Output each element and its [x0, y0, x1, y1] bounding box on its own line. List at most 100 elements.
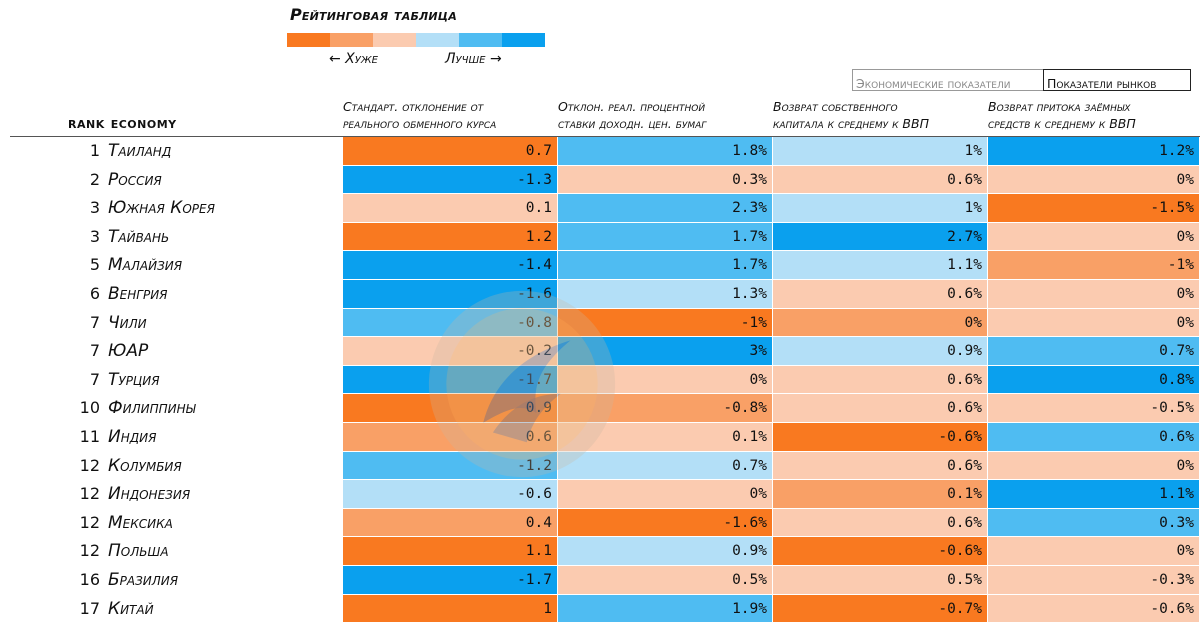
column-header-line2: капитала к среднему к ВВП	[773, 116, 929, 131]
value-cell: 1.3%	[558, 279, 773, 309]
rank-cell: 7	[89, 312, 100, 332]
country-cell: Чили	[108, 312, 147, 333]
table-row: 11 Индия 0.6 0.1% -0.6% 0.6%	[0, 422, 1200, 452]
table-row: 7 Турция -1.7 0% 0.6% 0.8%	[0, 365, 1200, 395]
country-cell: Бразилия	[108, 569, 179, 590]
column-header-fx-deviation[interactable]: Стандарт. отклонение от реального обменн…	[343, 98, 558, 134]
value-cell: -0.6%	[773, 422, 988, 452]
column-header-line2: средств к среднему к ВВП	[988, 116, 1136, 131]
value-cell: -0.7%	[773, 594, 988, 624]
table-row: 17 Китай 1 1.9% -0.7% -0.6%	[0, 594, 1200, 624]
table-row: 7 Чили -0.8 -1% 0% 0%	[0, 308, 1200, 338]
column-header-line1: Возврат притока заёмных	[988, 99, 1131, 114]
value-cell: 0.1%	[558, 422, 773, 452]
table-row: 5 Малайзия -1.4 1.7% 1.1% -1%	[0, 251, 1200, 280]
value-cell: 0.6%	[988, 422, 1200, 452]
tab-market-indicators[interactable]: Показатели рынков	[1043, 69, 1191, 91]
value-cell: -0.6%	[773, 537, 988, 566]
country-cell: Турция	[108, 369, 160, 390]
legend-swatch-bad	[330, 33, 373, 47]
value-cell: 0.9%	[558, 537, 773, 566]
legend-swatch-worst	[287, 33, 330, 47]
rank-cell: 16	[79, 569, 100, 589]
value-cell: 0.3%	[988, 508, 1200, 538]
value-cell: 0%	[558, 480, 773, 509]
value-cell: -1.3	[343, 165, 558, 195]
legend-labels: ← Хуже Лучше →	[287, 51, 545, 69]
value-cell: 0.6%	[773, 165, 988, 195]
value-cell: -1.4	[343, 251, 558, 280]
value-cell: -1%	[558, 308, 773, 338]
value-cell: 0%	[988, 165, 1200, 195]
value-cell: 0%	[773, 308, 988, 338]
value-cell: 0.6%	[773, 365, 988, 395]
table-row: 12 Польша 1.1 0.9% -0.6% 0%	[0, 537, 1200, 566]
value-cell: -1.2	[343, 451, 558, 481]
value-cell: 1.7%	[558, 251, 773, 280]
header-divider	[10, 136, 1200, 137]
value-cell: -0.8%	[558, 394, 773, 423]
value-cell: 0.1	[343, 194, 558, 223]
country-cell: Тайвань	[108, 226, 170, 247]
value-cell: -1.7	[343, 565, 558, 595]
rank-cell: 7	[89, 369, 100, 389]
value-cell: -0.3%	[988, 565, 1200, 595]
column-header-line1: Отклон. реал. процентной	[558, 99, 706, 114]
country-cell: Индонезия	[108, 484, 191, 505]
value-cell: -0.6	[343, 480, 558, 509]
legend-swatch-slightly-good	[416, 33, 459, 47]
table-row: 12 Колумбия -1.2 0.7% 0.6% 0%	[0, 451, 1200, 481]
value-cell: 0.6%	[773, 508, 988, 538]
table-row: 3 Южная Корея 0.1 2.3% 1% -1.5%	[0, 194, 1200, 223]
value-cell: 0.8%	[988, 365, 1200, 395]
legend-swatch-good	[459, 33, 502, 47]
ranking-table-body: 1 Таиланд 0.7 1.8% 1% 1.2% 2 Россия -1.3 0.3% 0.6%…	[0, 137, 1200, 624]
table-row: 2 Россия -1.3 0.3% 0.6% 0%	[0, 165, 1200, 195]
value-cell: 0.5%	[558, 565, 773, 595]
value-cell: 1.9%	[558, 594, 773, 624]
value-cell: -1%	[988, 251, 1200, 280]
value-cell: 0%	[988, 308, 1200, 338]
legend-worse-label: ← Хуже	[329, 51, 378, 67]
rank-cell: 3	[89, 226, 100, 246]
column-header-debt-inflow-return[interactable]: Возврат притока заёмных средств к средне…	[988, 98, 1200, 134]
column-header-equity-return[interactable]: Возврат собственного капитала к среднему…	[773, 98, 988, 134]
value-cell: 1.1	[343, 537, 558, 566]
tab-bar: Экономические показатели Показатели рынк…	[852, 69, 1191, 94]
value-cell: -0.5%	[988, 394, 1200, 423]
rank-cell: 10	[79, 398, 100, 418]
country-cell: Таиланд	[108, 141, 172, 161]
value-cell: 0.6%	[773, 394, 988, 423]
rank-cell: 2	[89, 169, 100, 189]
value-cell: 2.7%	[773, 222, 988, 252]
economy-header: ECONOMY	[110, 118, 177, 131]
rank-cell: 6	[89, 283, 100, 303]
column-header-real-rate-deviation[interactable]: Отклон. реал. процентной ставки доходн. …	[558, 98, 773, 134]
country-cell: Венгрия	[108, 283, 168, 304]
value-cell: 0%	[988, 451, 1200, 481]
rank-cell: 12	[79, 484, 100, 504]
value-cell: 1	[343, 594, 558, 624]
value-cell: 0.6	[343, 422, 558, 452]
value-cell: 1.2%	[988, 137, 1200, 166]
column-header-line2: реального обменного курса	[343, 116, 497, 131]
value-cell: -1.7	[343, 365, 558, 395]
value-cell: -1.6%	[558, 508, 773, 538]
rank-economy-header: RANK ECONOMY	[68, 118, 177, 131]
value-cell: 0.9%	[773, 337, 988, 366]
chart-title: Рейтинговая таблица	[290, 5, 457, 24]
value-cell: -0.2	[343, 337, 558, 366]
column-header-line1: Стандарт. отклонение от	[343, 99, 484, 114]
table-row: 12 Мексика 0.4 -1.6% 0.6% 0.3%	[0, 508, 1200, 538]
value-cell: 0%	[988, 222, 1200, 252]
country-cell: Россия	[108, 169, 162, 190]
legend-swatch-slightly-bad	[373, 33, 416, 47]
tab-economic-indicators[interactable]: Экономические показатели	[852, 69, 1043, 91]
value-cell: 0.9	[343, 394, 558, 423]
country-cell: Индия	[108, 426, 157, 447]
value-cell: 0%	[558, 365, 773, 395]
rank-cell: 12	[79, 512, 100, 532]
value-cell: 0.4	[343, 508, 558, 538]
column-header-line1: Возврат собственного	[773, 99, 898, 114]
value-cell: 1.8%	[558, 137, 773, 166]
